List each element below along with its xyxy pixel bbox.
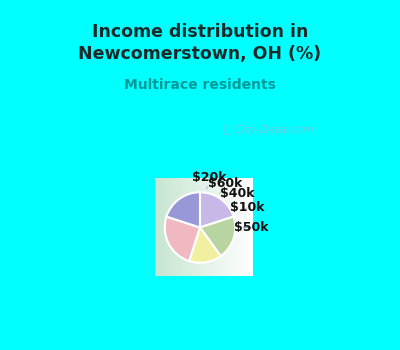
- Text: ⓘ City-Data.com: ⓘ City-Data.com: [224, 125, 314, 134]
- Wedge shape: [165, 217, 200, 261]
- Wedge shape: [166, 192, 200, 228]
- Text: $20k: $20k: [192, 171, 226, 189]
- Text: $40k: $40k: [220, 187, 255, 199]
- Text: $60k: $60k: [208, 177, 243, 194]
- Wedge shape: [200, 217, 235, 256]
- Wedge shape: [189, 228, 221, 263]
- Text: Income distribution in
Newcomerstown, OH (%): Income distribution in Newcomerstown, OH…: [78, 23, 322, 63]
- Text: $10k: $10k: [230, 202, 264, 215]
- Wedge shape: [200, 192, 234, 228]
- Text: $50k: $50k: [234, 221, 268, 234]
- Text: Multirace residents: Multirace residents: [124, 78, 276, 92]
